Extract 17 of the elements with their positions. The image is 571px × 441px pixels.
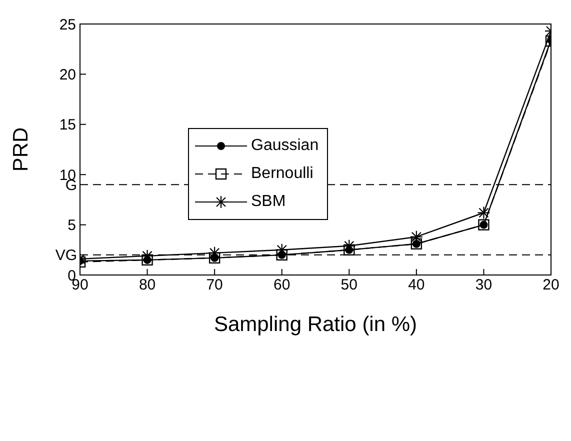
legend-label: Bernoulli: [251, 165, 314, 183]
legend-label: Gaussian: [251, 137, 319, 155]
x-tick-label: 20: [542, 276, 560, 294]
x-tick-label: 70: [206, 276, 223, 294]
y-axis-title: PRD: [9, 127, 32, 172]
ref-line-label: VG: [55, 247, 77, 264]
x-tick-label: 60: [274, 276, 290, 294]
y-tick-label: 20: [59, 66, 76, 84]
x-tick-label: 40: [408, 276, 425, 294]
legend-label: SBM: [251, 193, 286, 211]
x-tick-label: 80: [138, 276, 156, 294]
y-tick-label: 5: [68, 217, 76, 234]
x-axis-title: Sampling Ratio (in %): [214, 313, 418, 336]
y-tick-label: 25: [59, 16, 76, 34]
x-tick-label: 30: [475, 276, 492, 294]
x-tick-label: 50: [340, 276, 358, 294]
y-tick-label: 15: [59, 116, 76, 134]
